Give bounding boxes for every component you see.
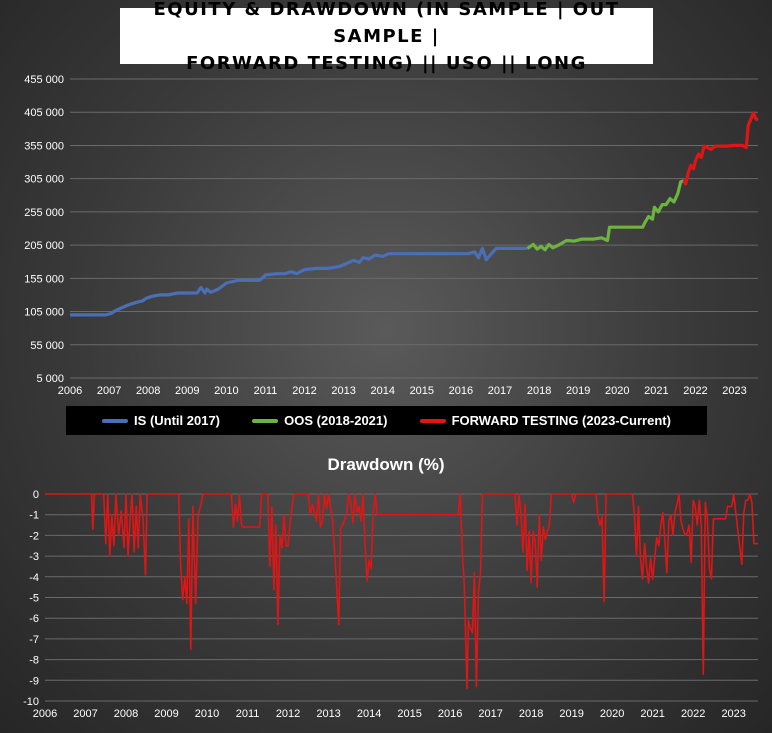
x-tick-label-1-10: 2016 (438, 708, 462, 720)
y-tick-label-0-3: 155 000 (24, 273, 64, 285)
legend-swatch-is (102, 418, 129, 423)
x-tick-label-1-15: 2021 (640, 708, 664, 720)
y-tick-label-1-3: -3 (29, 551, 39, 563)
x-tick-label-0-4: 2010 (214, 385, 238, 397)
x-tick-label-1-11: 2017 (478, 708, 502, 720)
y-tick-label-0-9: 455 000 (24, 74, 64, 86)
x-tick-label-1-14: 2020 (600, 708, 624, 720)
y-tick-label-1-10: -10 (23, 696, 39, 708)
x-tick-label-1-1: 2007 (73, 708, 97, 720)
x-tick-label-1-13: 2019 (559, 708, 583, 720)
y-tick-label-0-0: 5 000 (36, 373, 64, 385)
x-tick-label-1-5: 2011 (236, 708, 260, 720)
drawdown-title: Drawdown (%) (327, 455, 445, 474)
y-tick-label-0-4: 205 000 (24, 240, 64, 252)
y-tick-label-0-8: 405 000 (24, 107, 64, 119)
y-tick-label-0-1: 55 000 (30, 340, 64, 352)
x-tick-label-1-6: 2012 (276, 708, 300, 720)
y-tick-label-1-2: -2 (29, 530, 39, 542)
y-tick-label-1-1: -1 (29, 510, 39, 522)
x-tick-label-0-13: 2019 (566, 385, 590, 397)
legend-label-oos: OOS (2018-2021) (284, 413, 388, 428)
legend-item-forward: FORWARD TESTING (2023-Current) (419, 413, 671, 428)
y-tick-label-0-7: 355 000 (24, 140, 64, 152)
y-tick-label-1-0: 0 (33, 489, 39, 501)
legend-label-forward: FORWARD TESTING (2023-Current) (451, 413, 671, 428)
chart-title-line-2: FORWARD TESTING) || USO || LONG (186, 52, 587, 74)
x-tick-label-1-8: 2014 (357, 708, 381, 720)
y-tick-label-1-7: -7 (29, 634, 39, 646)
x-tick-label-0-15: 2021 (644, 385, 668, 397)
x-tick-label-1-4: 2010 (195, 708, 219, 720)
x-tick-label-0-14: 2020 (605, 385, 629, 397)
x-tick-label-0-0: 2006 (58, 385, 82, 397)
chart-title-line-1: EQUITY & DRAWDOWN (IN SAMPLE | OUT SAMPL… (153, 0, 620, 47)
chart-title: EQUITY & DRAWDOWN (IN SAMPLE | OUT SAMPL… (120, 0, 653, 74)
y-tick-label-0-6: 305 000 (24, 174, 64, 186)
x-tick-label-0-7: 2013 (331, 385, 355, 397)
y-tick-label-1-8: -8 (29, 655, 39, 667)
x-tick-label-1-2: 2008 (114, 708, 138, 720)
x-tick-label-0-9: 2015 (410, 385, 434, 397)
x-tick-label-1-3: 2009 (154, 708, 178, 720)
x-tick-label-0-11: 2017 (488, 385, 512, 397)
x-tick-label-0-8: 2014 (370, 385, 394, 397)
x-tick-label-0-10: 2016 (449, 385, 473, 397)
x-tick-label-0-3: 2009 (175, 385, 199, 397)
series-line-0-2 (682, 111, 759, 186)
legend-item-oos: OOS (2018-2021) (252, 413, 387, 428)
x-tick-label-0-6: 2012 (292, 385, 316, 397)
series-line-1-0 (45, 493, 758, 690)
x-tick-label-1-17: 2023 (721, 708, 745, 720)
legend-swatch-oos (252, 418, 279, 423)
series-line-0-1 (526, 179, 685, 252)
x-tick-label-0-5: 2011 (254, 385, 278, 397)
x-tick-label-0-16: 2022 (683, 385, 707, 397)
legend: IS (Until 2017) OOS (2018-2021) FORWARD … (66, 406, 707, 435)
x-tick-label-1-12: 2018 (519, 708, 543, 720)
y-tick-label-1-9: -9 (29, 675, 39, 687)
legend-swatch-forward (419, 418, 446, 423)
legend-label-is: IS (Until 2017) (134, 413, 221, 428)
x-tick-label-0-17: 2023 (722, 385, 746, 397)
x-tick-label-1-7: 2013 (316, 708, 340, 720)
y-tick-label-1-5: -5 (29, 593, 39, 605)
y-tick-label-1-6: -6 (29, 613, 39, 625)
y-tick-label-1-4: -4 (29, 572, 39, 584)
x-tick-label-0-1: 2007 (97, 385, 121, 397)
y-tick-label-0-2: 105 000 (24, 307, 64, 319)
x-tick-label-0-12: 2018 (527, 385, 551, 397)
x-tick-label-1-9: 2015 (397, 708, 421, 720)
x-tick-label-0-2: 2008 (136, 385, 160, 397)
series-line-0-0 (70, 246, 528, 317)
x-tick-label-1-16: 2022 (681, 708, 705, 720)
legend-item-is: IS (Until 2017) (102, 413, 220, 428)
x-tick-label-1-0: 2006 (33, 708, 57, 720)
y-tick-label-0-5: 255 000 (24, 207, 64, 219)
